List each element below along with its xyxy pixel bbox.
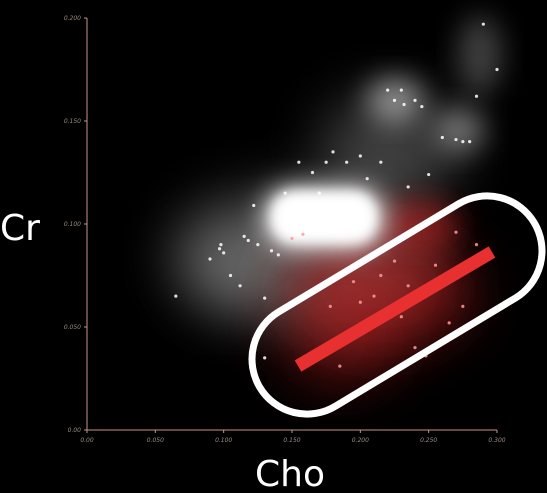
scatter-point <box>413 98 417 102</box>
scatter-point <box>474 243 479 247</box>
scatter-point <box>219 243 223 247</box>
scatter-point <box>358 300 362 304</box>
scatter-point <box>420 104 424 109</box>
scatter-point <box>310 170 315 175</box>
x-tick-label: 0.00 <box>80 437 94 444</box>
scatter-point <box>427 172 431 177</box>
scatter-point <box>228 273 233 278</box>
scatter-point <box>338 364 342 368</box>
scatter-point <box>454 137 458 142</box>
highlight-outline <box>248 192 546 418</box>
scatter-point <box>358 154 362 158</box>
scatter-point <box>252 203 256 208</box>
scatter-point <box>399 315 403 319</box>
scatter-point <box>386 88 390 92</box>
y-tick-label: 0.150 <box>64 118 81 125</box>
scatter-point <box>290 236 294 241</box>
scatter-point <box>263 356 267 360</box>
x-tick-label: 0.300 <box>488 437 505 444</box>
scatter-point <box>461 304 465 308</box>
y-axis-ticks: 0.00 0.050 0.100 0.150 0.200 <box>64 15 87 434</box>
x-axis-ticks: 0.00 0.050 0.100 0.150 0.200 0.250 0.300 <box>80 430 506 444</box>
scatter-point <box>495 67 499 72</box>
scatter-point <box>276 253 280 257</box>
scatter-point <box>317 191 321 195</box>
scatter-point <box>392 98 397 102</box>
scatter-point <box>269 249 274 253</box>
x-tick-label: 0.150 <box>283 437 300 444</box>
scatter-point <box>379 273 383 278</box>
scatter-point <box>208 257 212 261</box>
scatter-point <box>399 88 403 92</box>
trend-line <box>294 246 496 372</box>
scatter-point <box>481 22 485 26</box>
y-axis-label: Cr <box>0 208 40 249</box>
scatter-point <box>454 230 458 234</box>
scatter-point <box>406 185 410 189</box>
x-tick-label: 0.250 <box>420 437 437 444</box>
density-glow <box>170 15 502 385</box>
scatter-point <box>406 284 410 288</box>
scatter-point <box>372 294 376 298</box>
scatter-point <box>351 280 356 284</box>
scatter-point <box>379 160 383 164</box>
scatter-point <box>402 102 406 107</box>
scatter-point <box>256 243 260 247</box>
scatter-point <box>392 259 397 263</box>
scatter-point <box>283 191 287 195</box>
x-tick-label: 0.200 <box>352 437 369 444</box>
scatter-point <box>331 150 335 154</box>
scatter-point <box>263 296 267 300</box>
scatter-point <box>324 160 328 164</box>
scatter-point <box>440 135 444 140</box>
x-tick-label: 0.050 <box>147 437 164 444</box>
y-tick-label: 0.00 <box>68 427 82 434</box>
y-tick-label: 0.050 <box>64 324 81 331</box>
scatter-point <box>328 304 332 308</box>
y-tick-label: 0.100 <box>64 221 81 228</box>
scatter-point <box>238 284 242 288</box>
scatter-point <box>246 238 250 243</box>
scatter-point <box>242 234 246 238</box>
scatter-point <box>174 294 178 298</box>
scatter-point <box>433 263 438 267</box>
scatter-point <box>468 140 472 144</box>
scatter-point <box>447 321 451 325</box>
scatter-point <box>301 232 305 236</box>
scatter-point <box>217 247 222 251</box>
scatter-point <box>413 346 417 350</box>
scatter-point <box>365 177 369 181</box>
scatter-point <box>461 140 465 144</box>
y-tick-label: 0.200 <box>64 15 81 22</box>
scatter-point <box>345 160 349 164</box>
scatter-point <box>474 94 479 98</box>
x-axis-label: Cho <box>255 454 325 493</box>
scatter-point <box>222 251 226 255</box>
x-tick-label: 0.100 <box>215 437 232 444</box>
scatter-point <box>297 160 301 164</box>
